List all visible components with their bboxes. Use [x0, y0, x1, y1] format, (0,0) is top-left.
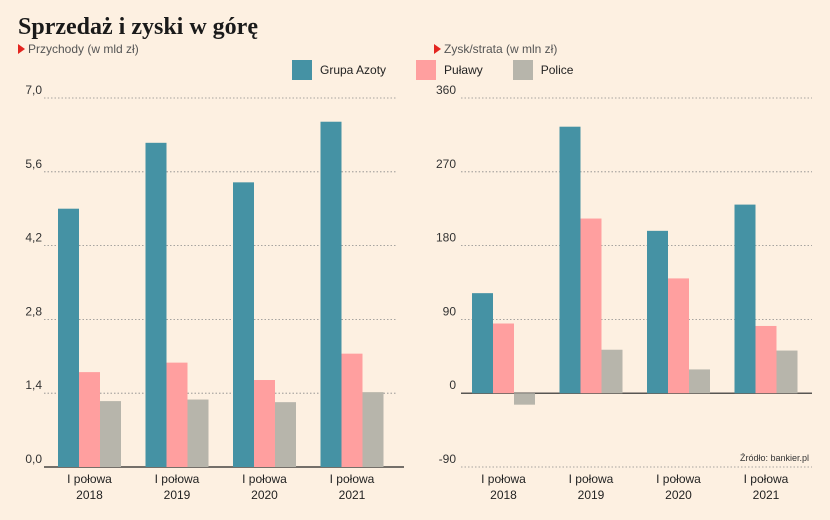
right-bar-police	[689, 369, 710, 394]
right-y-tick-label: 360	[436, 83, 456, 97]
legend-swatch-grupa-azoty	[292, 60, 312, 80]
legend-item-police: Police	[512, 60, 574, 80]
legend: Grupa Azoty Puławy Police	[292, 60, 573, 80]
left-bar-police	[187, 399, 209, 467]
left-bar-police	[275, 402, 296, 467]
left-x-tick-label: 2021	[339, 488, 366, 502]
legend-swatch-police	[512, 60, 533, 80]
right-bar-pulawy	[493, 323, 514, 394]
left-bar-pulawy	[341, 353, 363, 467]
right-x-tick-label: I połowa	[481, 472, 526, 486]
left-x-tick-label: I połowa	[155, 472, 200, 486]
left-y-tick-label: 2,8	[25, 304, 42, 318]
left-y-tick-label: 7,0	[25, 83, 42, 97]
left-bar-pulawy	[79, 372, 100, 467]
right-chart-subtitle: Zysk/strata (w mln zł)	[434, 42, 557, 56]
red-triangle-icon	[434, 44, 441, 54]
right-bar-grupa-azoty	[734, 204, 756, 394]
left-x-tick-label: 2018	[76, 488, 103, 502]
right-y-tick-label: 270	[436, 157, 456, 171]
right-x-tick-label: 2020	[665, 488, 692, 502]
right-y-tick-label: 180	[436, 231, 456, 245]
red-triangle-icon	[18, 44, 25, 54]
right-bar-pulawy	[755, 325, 777, 394]
legend-item-pulawy: Puławy	[416, 60, 483, 80]
left-bar-pulawy	[254, 380, 275, 467]
left-bar-police	[100, 401, 121, 467]
right-x-tick-label: 2018	[490, 488, 517, 502]
left-bar-grupa-azoty	[320, 121, 342, 467]
right-bar-pulawy	[580, 218, 602, 394]
right-y-tick-label: -90	[439, 452, 457, 466]
right-x-tick-label: 2019	[578, 488, 605, 502]
right-chart-subtitle-text: Zysk/strata (w mln zł)	[444, 42, 558, 56]
right-x-tick-label: I połowa	[744, 472, 789, 486]
right-x-tick-label: I połowa	[656, 472, 701, 486]
right-bar-police	[601, 349, 623, 394]
right-bar-police	[776, 350, 798, 394]
left-bar-grupa-azoty	[233, 182, 254, 468]
left-bar-grupa-azoty	[58, 208, 79, 467]
source-note: Źródło: bankier.pl	[740, 453, 810, 463]
left-y-tick-label: 5,6	[25, 157, 42, 171]
left-chart-subtitle-text: Przychody (w mld zł)	[28, 42, 139, 56]
right-bar-grupa-azoty	[472, 293, 493, 394]
legend-label-pulawy: Puławy	[444, 63, 483, 77]
right-x-tick-label: 2021	[753, 488, 780, 502]
right-y-tick-label: 0	[449, 378, 456, 392]
right-x-tick-label: I połowa	[569, 472, 614, 486]
chart-title: Sprzedaż i zyski w górę	[18, 14, 258, 40]
right-bar-grupa-azoty	[647, 230, 668, 394]
left-y-tick-label: 1,4	[25, 378, 42, 392]
legend-label-police: Police	[540, 63, 574, 77]
right-y-tick-label: 90	[443, 304, 457, 318]
left-x-tick-label: I połowa	[242, 472, 287, 486]
left-y-tick-label: 0,0	[25, 452, 42, 466]
right-bar-grupa-azoty	[559, 126, 581, 394]
legend-swatch-pulawy	[416, 60, 437, 80]
legend-label-grupa-azoty: Grupa Azoty	[320, 63, 387, 77]
left-x-tick-label: 2019	[164, 488, 191, 502]
left-y-tick-label: 4,2	[25, 231, 42, 245]
left-bar-grupa-azoty	[145, 142, 167, 468]
left-chart-subtitle: Przychody (w mld zł)	[18, 42, 139, 56]
right-bar-pulawy	[668, 278, 689, 394]
right-bar-police	[514, 393, 535, 405]
legend-item-grupa-azoty: Grupa Azoty	[292, 60, 386, 80]
left-bar-police	[362, 392, 384, 467]
left-bar-pulawy	[166, 362, 188, 467]
left-x-tick-label: 2020	[251, 488, 278, 502]
left-x-tick-label: I połowa	[330, 472, 375, 486]
left-x-tick-label: I połowa	[67, 472, 112, 486]
